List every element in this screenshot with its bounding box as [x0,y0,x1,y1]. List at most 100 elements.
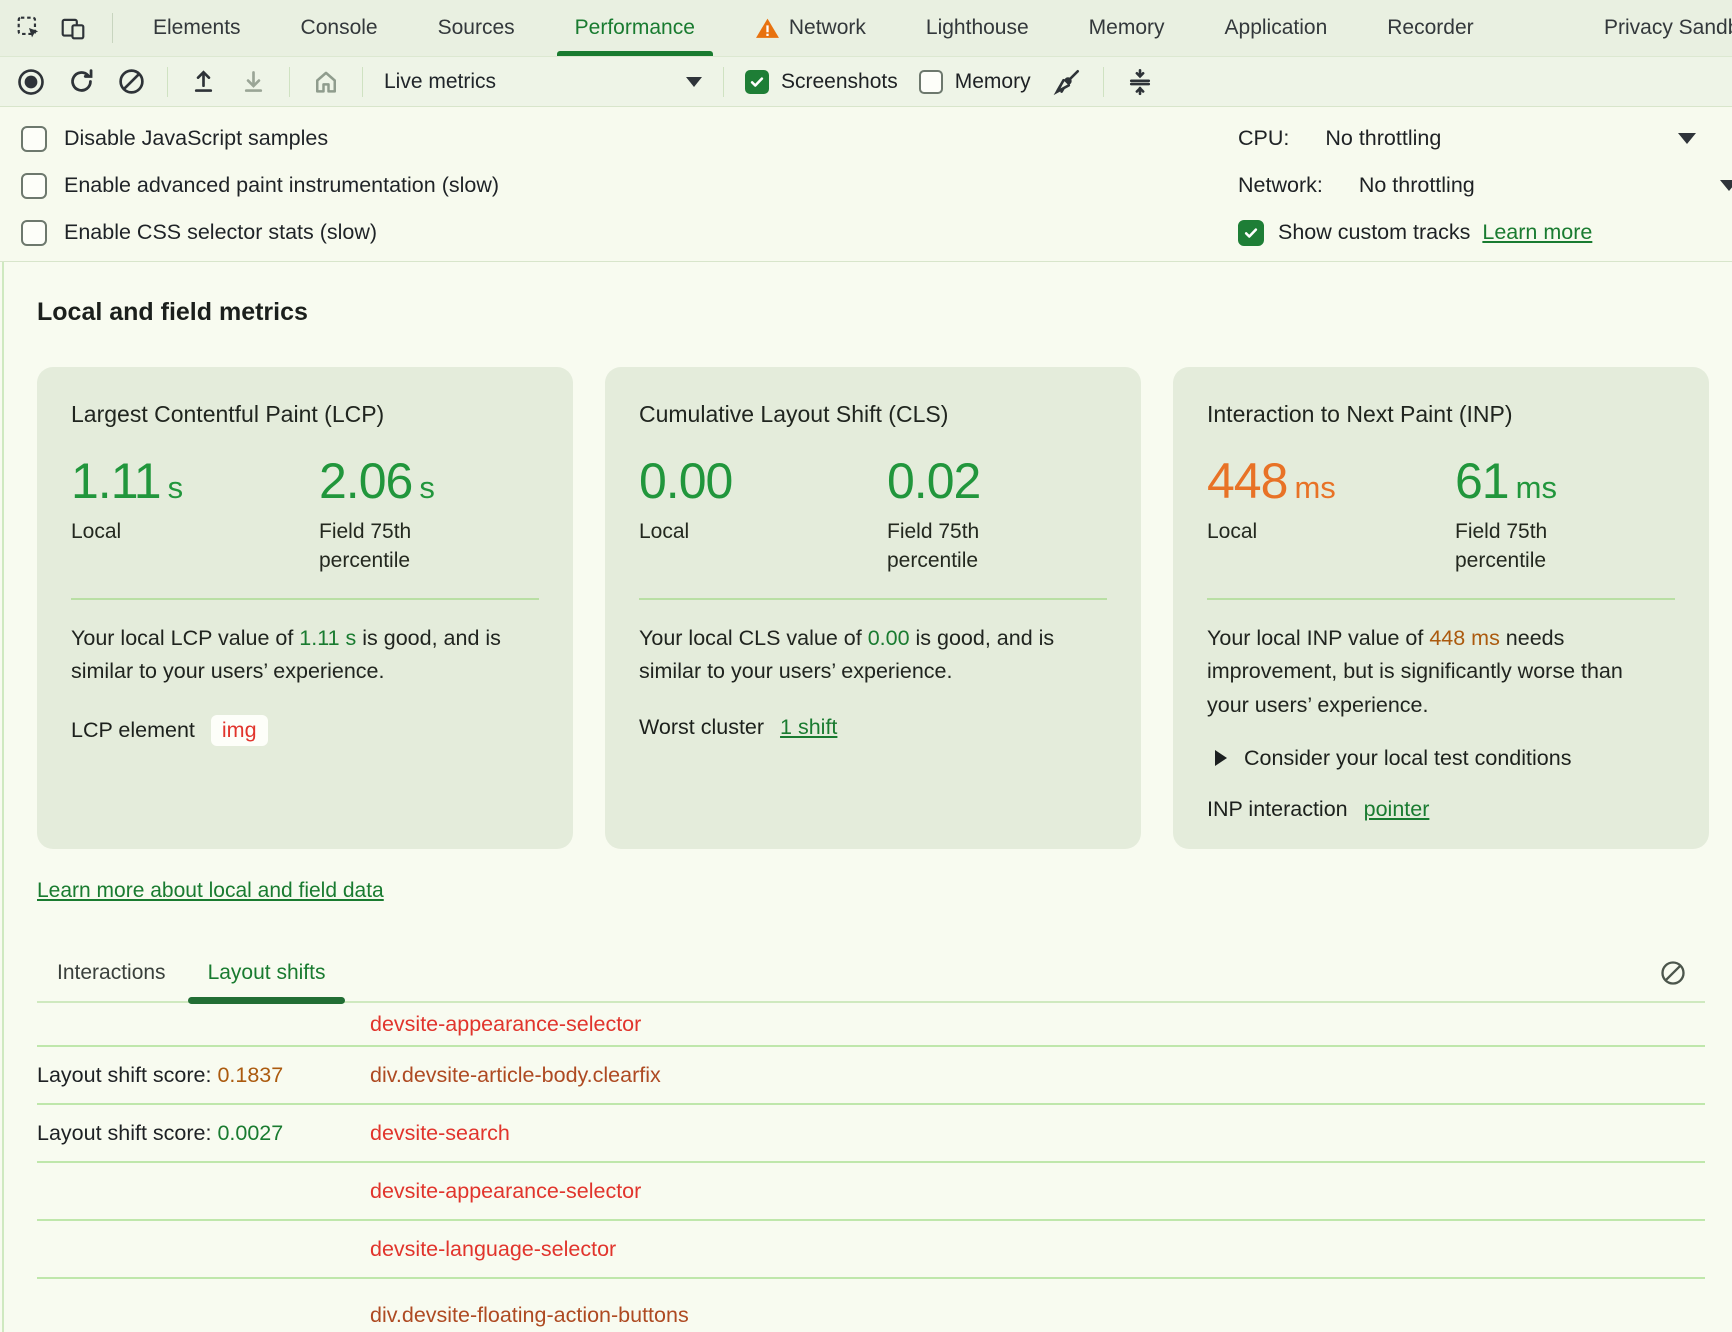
lcp-field-value: 2.06 [319,453,413,509]
home-icon[interactable] [311,67,341,97]
disable-js-samples-checkbox[interactable] [21,125,47,152]
memory-checkbox[interactable] [918,69,943,94]
inp-local-value-block: 448 ms Local [1207,452,1455,576]
local-test-conditions-disclosure[interactable]: Consider your local test conditions [1207,746,1675,771]
layout-shift-row: devsite-appearance-selector [37,1003,1705,1047]
cpu-throttling-select[interactable]: CPU: No throttling [1238,115,1732,162]
tab-interactions[interactable]: Interactions [57,961,166,984]
custom-tracks-checkbox[interactable] [1238,219,1264,246]
inp-interaction-row: INP interaction pointer [1207,797,1675,822]
record-and-reload-icon[interactable] [67,67,96,96]
metric-cards: Largest Contentful Paint (LCP) 1.11 s Loc… [37,367,1732,849]
card-divider [71,597,539,600]
record-icon[interactable] [16,67,46,97]
setting-css-selector-stats: Enable CSS selector stats (slow) [0,209,1732,256]
history-dropdown-value: Live metrics [384,69,497,93]
divider [112,13,113,43]
lcp-local-unit: s [167,470,184,505]
tab-bar-icons [0,0,123,56]
history-dropdown[interactable]: Live metrics [384,70,702,94]
network-label: Network: [1238,173,1323,197]
tab-lighthouse[interactable]: Lighthouse [925,16,1029,39]
cls-field-label: Field 75th percentile [887,520,980,572]
network-value: No throttling [1358,173,1475,197]
cpu-value: No throttling [1325,126,1442,150]
lcp-element-link[interactable]: img [210,714,268,746]
advanced-paint-checkbox[interactable] [21,172,47,199]
tab-privacy-sandbox[interactable]: Privacy Sandbox [1604,16,1732,39]
clear-icon[interactable] [117,67,146,96]
memory-toggle: Memory [918,69,1031,94]
live-metrics-view: Local and field metrics Largest Contentf… [0,298,1732,1332]
chevron-down-icon [686,76,702,87]
panel-tabs: Elements Console Sources Performance Net… [123,0,1732,56]
cpu-label: CPU: [1238,126,1290,150]
log-tabs: Interactions Layout shifts [37,944,1705,1004]
lcp-element-row: LCP element img [71,714,539,746]
lcp-local-value-block: 1.11 s Local [71,452,319,576]
cls-local-value-block: 0.00 Local [639,452,887,576]
shift-element-link[interactable]: div.devsite-floating-action-buttons [370,1303,689,1327]
throttling-settings: CPU: No throttling Network: No throttlin… [1238,115,1732,256]
advanced-paint-label: Enable advanced paint instrumentation (s… [64,173,500,197]
layout-shift-row: Layout shift score: 0.1837 div.devsite-a… [37,1047,1705,1105]
card-divider [639,597,1107,600]
tab-layout-shifts[interactable]: Layout shifts [187,944,346,1004]
layout-shift-row: Layout shift score: 0.0027 devsite-searc… [37,1105,1705,1163]
compress-icon[interactable] [1125,67,1155,97]
tab-application[interactable]: Application [1224,16,1328,39]
card-divider [1207,597,1675,600]
divider [1102,66,1104,97]
layout-shift-row: devsite-appearance-selector [37,1163,1705,1221]
tab-sources[interactable]: Sources [437,16,515,39]
disable-js-samples-label: Disable JavaScript samples [64,126,329,150]
shift-element-link[interactable]: devsite-appearance-selector [370,1178,642,1203]
cls-local-value: 0.00 [639,453,733,509]
inp-field-unit: ms [1515,470,1557,505]
inp-local-value: 448 [1207,453,1288,509]
lcp-description: Your local LCP value of 1.11 s is good, … [71,625,501,684]
disclosure-label: Consider your local test conditions [1244,745,1572,770]
warning-icon [755,16,780,41]
tab-memory[interactable]: Memory [1088,16,1165,39]
shift-element-link[interactable]: div.devsite-article-body.clearfix [370,1062,661,1087]
local-field-data-learn-more-link[interactable]: Learn more about local and field data [37,879,384,902]
custom-tracks-learn-more-link[interactable]: Learn more [1482,220,1593,244]
shift-element-link[interactable]: devsite-language-selector [370,1236,617,1261]
css-selector-stats-label: Enable CSS selector stats (slow) [64,220,378,244]
cls-card: Cumulative Layout Shift (CLS) 0.00 Local… [605,367,1141,849]
device-toolbar-icon[interactable] [60,15,86,41]
worst-cluster-link[interactable]: 1 shift [780,714,838,739]
broom-icon[interactable] [1052,67,1082,97]
divider [723,66,724,97]
cls-local-label: Local [639,520,690,543]
tab-performance[interactable]: Performance [545,0,725,56]
lcp-card-title: Largest Contentful Paint (LCP) [71,401,385,427]
lcp-element-label: LCP element [71,717,195,742]
setting-disable-js-samples: Disable JavaScript samples [0,115,1732,162]
screenshots-checkbox[interactable] [745,69,769,94]
screenshots-toggle: Screenshots [745,69,898,94]
inp-interaction-link[interactable]: pointer [1363,796,1430,821]
shift-element-link[interactable]: devsite-search [370,1120,510,1145]
clear-log-icon[interactable] [1659,959,1687,987]
tab-network[interactable]: Network [725,0,896,56]
tab-console[interactable]: Console [300,16,378,39]
save-profile-icon[interactable] [239,67,268,96]
inp-card: Interaction to Next Paint (INP) 448 ms Lo… [1173,367,1709,849]
load-profile-icon[interactable] [189,67,218,96]
css-selector-stats-checkbox[interactable] [21,219,47,246]
inp-field-value-block: 61 ms Field 75th percentile [1455,452,1675,576]
inspect-element-icon[interactable] [16,15,42,41]
divider [167,66,168,97]
shift-score-value: 0.1837 [217,1062,284,1087]
chevron-down-icon [1720,180,1732,191]
divider [362,66,363,97]
network-throttling-select[interactable]: Network: No throttling [1238,162,1732,209]
divider [289,66,290,97]
memory-label: Memory [954,69,1031,93]
lcp-card: Largest Contentful Paint (LCP) 1.11 s Loc… [37,367,573,849]
shift-element-link[interactable]: devsite-appearance-selector [370,1011,642,1036]
tab-elements[interactable]: Elements [153,16,241,39]
tab-recorder[interactable]: Recorder [1387,16,1474,39]
